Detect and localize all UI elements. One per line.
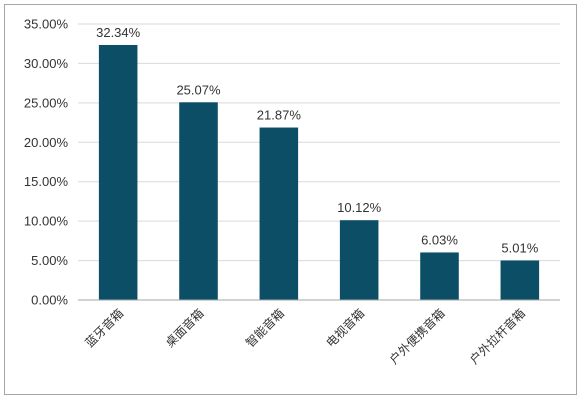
y-tick-label: 35.00% bbox=[24, 17, 69, 32]
y-tick-label: 5.00% bbox=[31, 253, 68, 268]
x-category-label: 户外拉杆音箱 bbox=[466, 306, 528, 368]
data-label: 25.07% bbox=[176, 82, 221, 97]
bar bbox=[98, 44, 138, 301]
y-tick-label: 0.00% bbox=[31, 293, 68, 308]
bars bbox=[98, 44, 540, 301]
bar bbox=[179, 102, 218, 300]
x-category-label: 桌面音箱 bbox=[162, 306, 207, 351]
data-label: 32.34% bbox=[96, 25, 141, 40]
x-axis-categories: 蓝牙音箱 桌面音箱 智能音箱 电视音箱 户外便携音箱 户外拉杆音箱 bbox=[82, 306, 528, 368]
data-label: 10.12% bbox=[337, 200, 382, 215]
x-category-label: 电视音箱 bbox=[323, 306, 368, 351]
y-tick-label: 20.00% bbox=[24, 135, 69, 150]
y-axis-ticks: 0.00% 5.00% 10.00% 15.00% 20.00% 25.00% 30.00%… bbox=[24, 17, 69, 308]
bar bbox=[259, 127, 299, 300]
data-label: 21.87% bbox=[257, 108, 302, 123]
x-category-label: 户外便携音箱 bbox=[386, 306, 448, 368]
bar bbox=[420, 252, 459, 300]
x-category-label: 智能音箱 bbox=[242, 306, 287, 351]
gridlines bbox=[78, 23, 560, 262]
y-tick-label: 10.00% bbox=[24, 214, 69, 229]
data-label: 6.03% bbox=[421, 232, 458, 247]
y-tick-label: 15.00% bbox=[24, 174, 69, 189]
x-category-label: 蓝牙音箱 bbox=[82, 306, 127, 351]
y-tick-label: 25.00% bbox=[24, 95, 69, 110]
data-label: 5.01% bbox=[501, 240, 538, 255]
y-tick-label: 30.00% bbox=[24, 56, 69, 71]
data-labels: 32.34% 25.07% 21.87% 10.12% 6.03% 5.01% bbox=[96, 25, 539, 256]
bar bbox=[500, 260, 540, 300]
bar bbox=[339, 220, 379, 300]
